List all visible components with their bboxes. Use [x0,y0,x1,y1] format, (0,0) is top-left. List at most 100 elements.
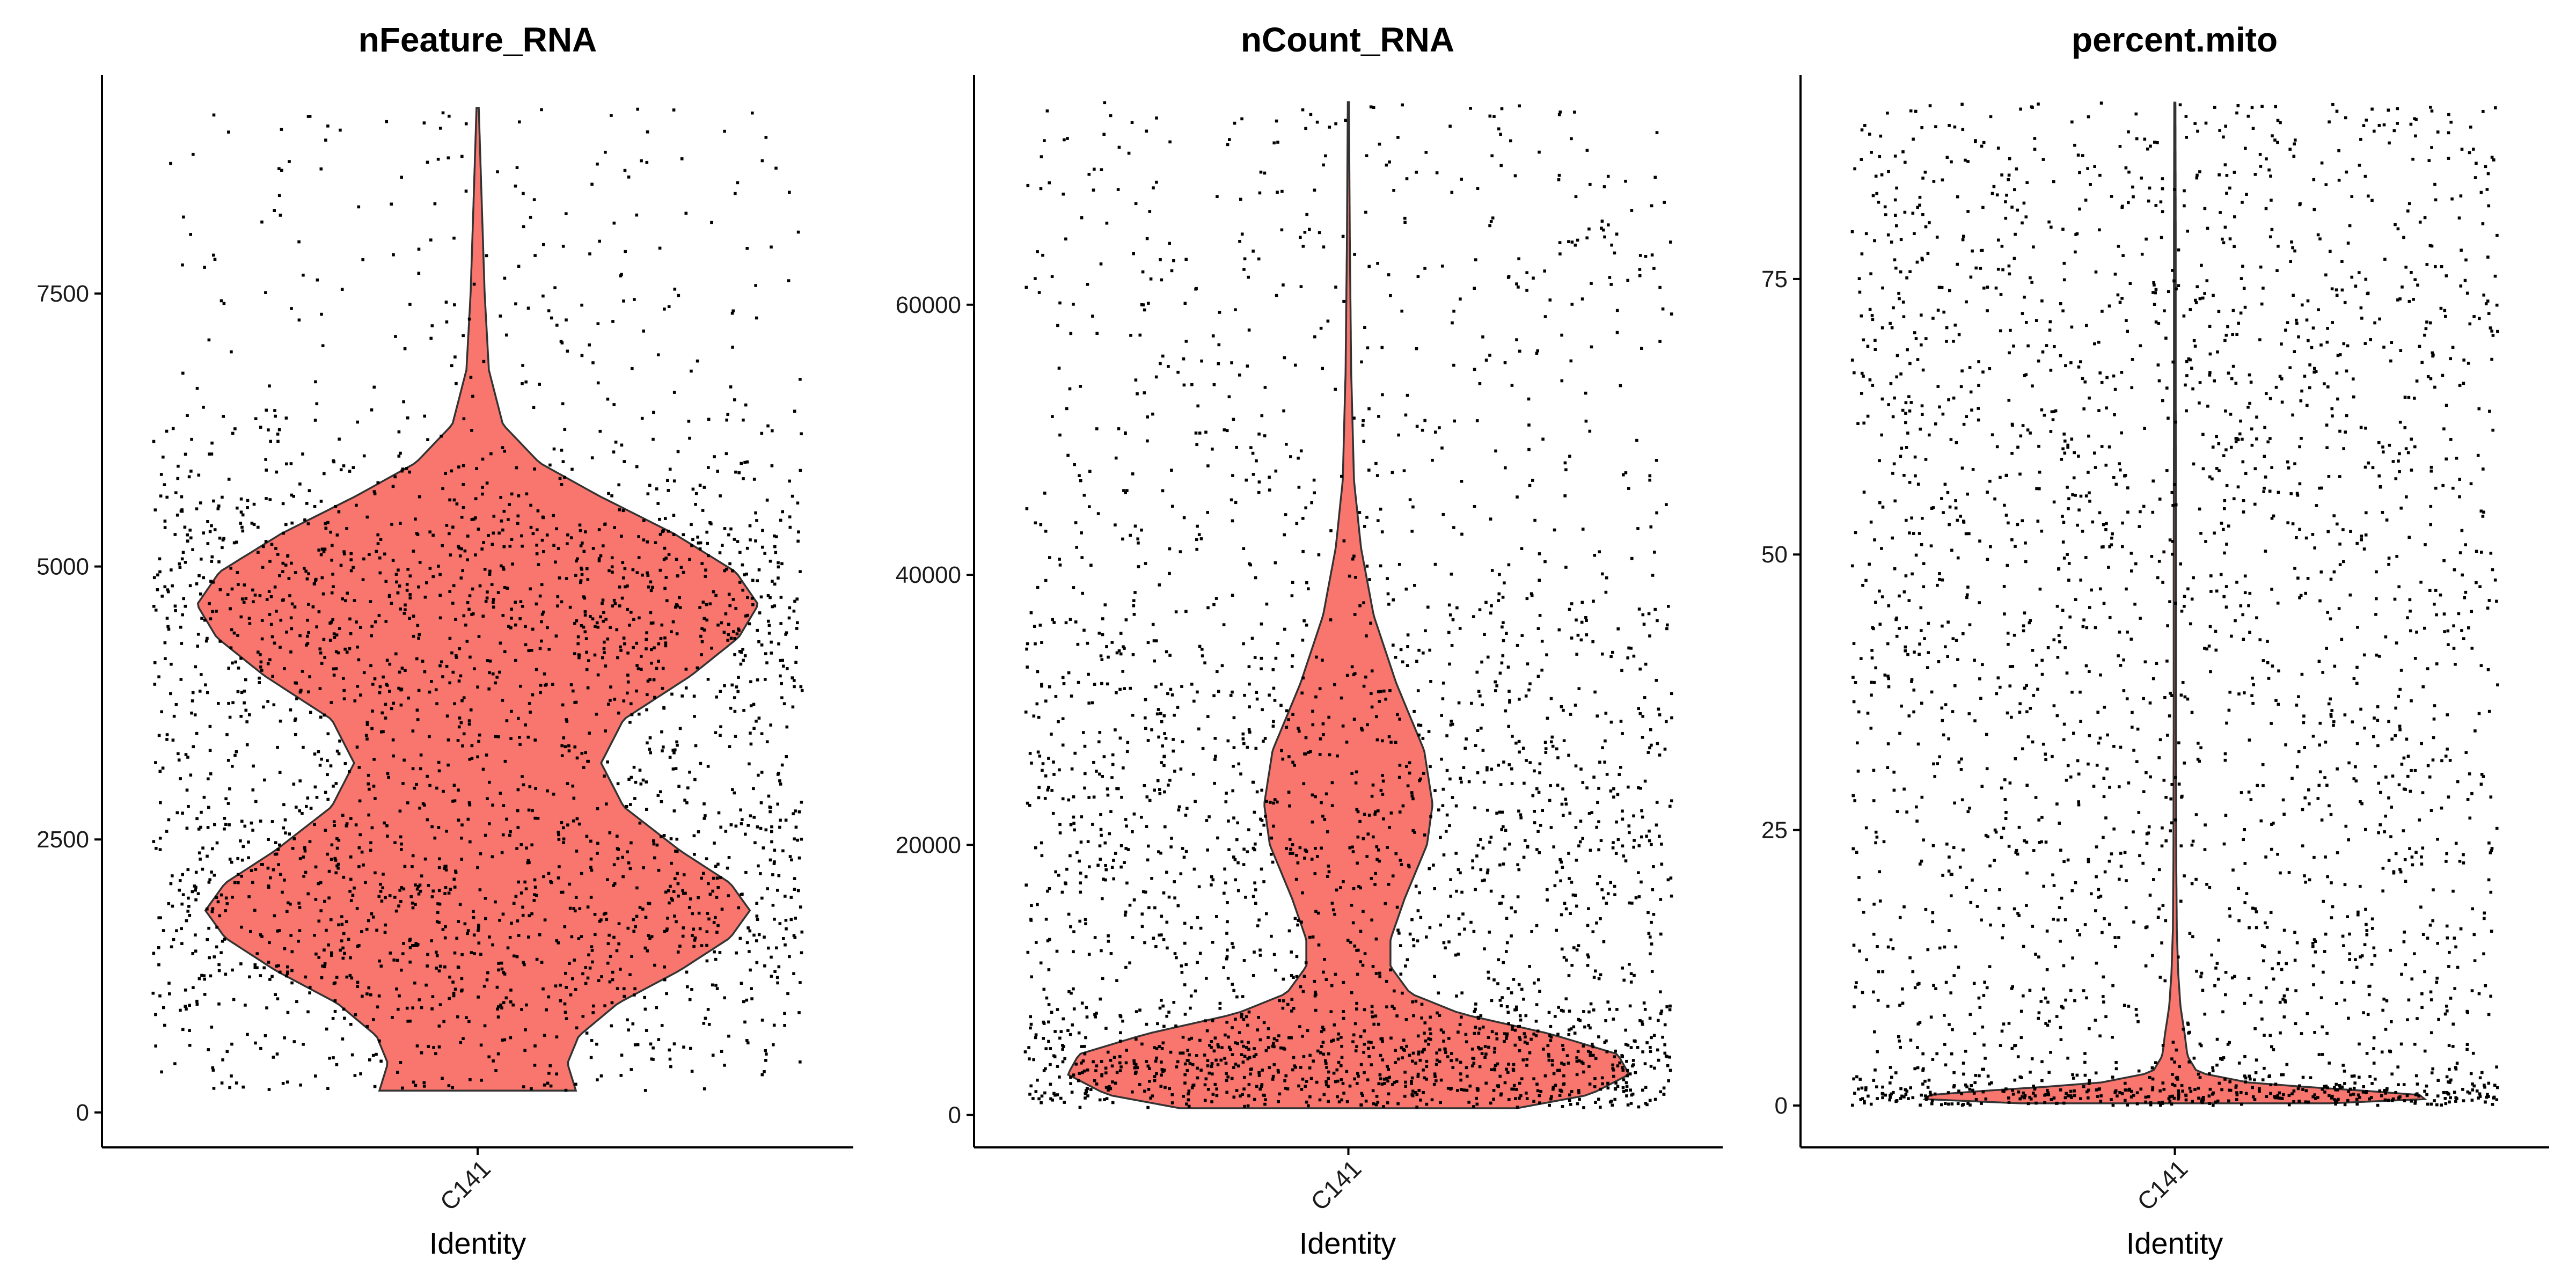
data-point [1564,802,1568,806]
data-point [778,779,781,782]
data-point [533,893,536,896]
data-point [1036,903,1039,906]
data-point [1056,1093,1059,1096]
data-point [1264,815,1267,818]
data-point [1574,244,1577,247]
data-point [1268,1066,1271,1070]
data-point [1084,918,1087,921]
data-point [1076,642,1080,646]
data-point [1365,855,1368,858]
data-point [638,712,641,716]
data-point [537,563,540,566]
data-point [602,647,606,650]
data-point [227,130,230,134]
data-point [286,972,289,975]
data-point [284,416,288,420]
data-point [1481,703,1484,707]
data-point [1132,898,1136,902]
data-point [1040,684,1043,688]
data-point [213,874,216,877]
data-point [1105,645,1108,648]
data-point [165,733,169,736]
data-point [1626,1103,1630,1107]
data-point [613,698,617,701]
data-point [1489,611,1492,615]
data-point [1505,950,1508,953]
data-point [1599,839,1603,842]
data-point [597,559,601,562]
data-point [674,605,677,609]
data-point [658,246,662,250]
data-point [1533,821,1536,824]
data-point [1569,713,1572,716]
data-point [688,998,692,1001]
data-point [1263,434,1267,437]
data-point [596,841,599,845]
data-point [1098,844,1102,847]
data-point [251,588,254,592]
data-point [1287,718,1290,721]
data-point [777,642,780,646]
data-point [792,972,795,975]
data-point [1080,216,1084,219]
data-point [1183,1062,1187,1066]
data-point [1223,891,1226,895]
data-point [303,846,306,850]
data-point [1663,1051,1667,1055]
data-point [449,888,452,891]
data-point [1374,972,1378,975]
data-point [1646,751,1650,754]
data-point [298,929,302,932]
data-point [540,583,544,587]
data-point [643,1007,647,1011]
data-point [1080,1045,1083,1048]
data-point [212,499,215,503]
point-layer [151,107,804,1092]
data-point [462,417,466,421]
data-point [1596,714,1599,718]
data-point [289,462,293,465]
data-point [275,852,279,856]
data-point [1483,947,1486,950]
data-point [1498,573,1501,576]
data-point [1087,953,1091,956]
data-point [184,989,187,992]
data-point [737,627,740,631]
data-point [239,615,243,619]
data-point [1262,1093,1265,1097]
data-point [626,691,629,695]
data-point [213,258,217,261]
data-point [1227,395,1231,399]
data-point [1322,1028,1326,1031]
data-point [1432,863,1435,867]
data-point [782,937,785,940]
data-point [265,497,268,500]
data-point [254,868,258,871]
data-point [536,817,540,820]
data-point [448,681,451,685]
data-point [419,753,423,757]
data-point [780,696,784,699]
data-point [775,976,779,979]
data-point [1653,608,1657,611]
data-point [452,236,456,240]
data-point [1242,1087,1246,1091]
data-point [575,619,579,623]
data-point [1290,950,1293,954]
data-point [383,552,386,556]
data-point [1034,846,1037,850]
data-point [590,1039,594,1042]
data-point [777,576,780,580]
data-point [1592,775,1596,779]
data-point [430,939,433,942]
data-point [398,994,401,998]
data-point [209,580,213,583]
data-point [1377,809,1380,813]
data-point [516,826,520,829]
data-point [1648,829,1651,833]
data-point [1509,139,1512,143]
data-point [1211,448,1214,451]
data-point [400,175,403,179]
data-point [1318,1098,1322,1102]
data-point [1404,1085,1407,1088]
